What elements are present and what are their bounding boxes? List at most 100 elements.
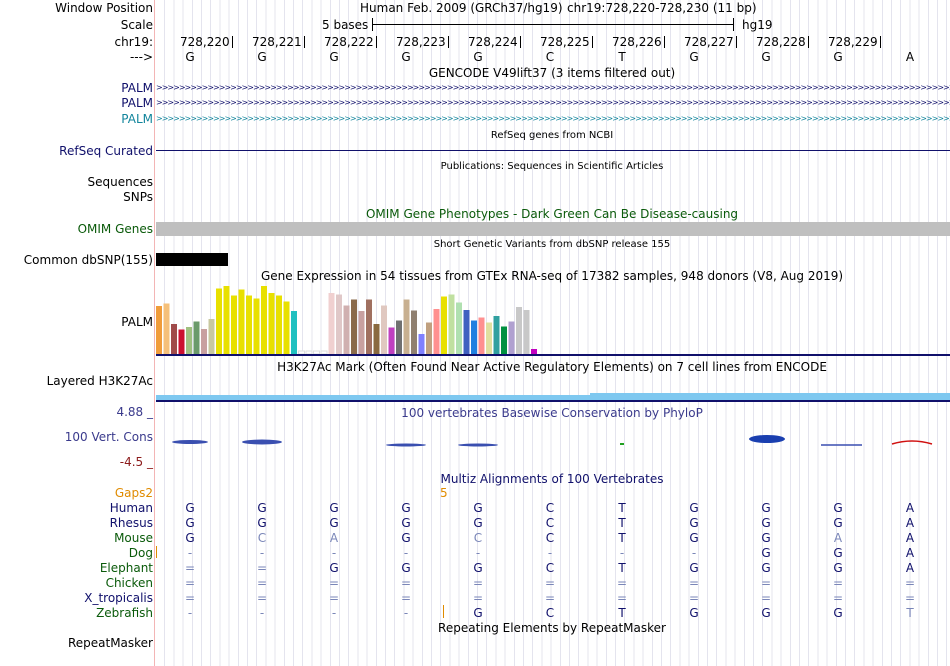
ref-base: A — [905, 50, 915, 64]
label-chrom: chr19: — [114, 35, 153, 49]
gtex-tissue-bar — [231, 295, 238, 354]
zebrafish-gap-marker — [443, 605, 444, 618]
aligned-base: G — [473, 606, 483, 620]
label-sequences[interactable]: Sequences — [87, 175, 153, 189]
aligned-base: A — [329, 531, 339, 545]
label-palm-2[interactable]: PALM — [121, 96, 153, 110]
ref-base: G — [185, 50, 195, 64]
aligned-base: T — [618, 501, 626, 515]
label-window-position: Window Position — [55, 1, 153, 15]
aligned-base: T — [618, 531, 626, 545]
gtex-tissue-bar — [448, 294, 455, 354]
refseq-title: RefSeq genes from NCBI — [490, 130, 614, 141]
multiz-title: Multiz Alignments of 100 Vertebrates — [440, 472, 664, 486]
aligned-base: - — [331, 606, 337, 620]
label-gaps[interactable]: Gaps2 — [114, 486, 153, 500]
scale-text: 5 bases — [322, 18, 369, 32]
aligned-base: = — [616, 576, 628, 590]
phylop-mark — [891, 440, 933, 445]
aligned-base: G — [833, 501, 843, 515]
gtex-tissue-bar — [186, 326, 193, 354]
species-label[interactable]: X_tropicalis — [84, 591, 153, 605]
aligned-base: G — [401, 516, 411, 530]
label-omim[interactable]: OMIM Genes — [77, 222, 153, 236]
species-label[interactable]: Human — [109, 501, 153, 515]
aligned-base: G — [761, 606, 771, 620]
gtex-tissue-bar — [305, 350, 313, 355]
label-h3k27ac[interactable]: Layered H3K27Ac — [46, 374, 153, 388]
species-label[interactable]: Elephant — [99, 561, 153, 575]
species-label[interactable]: Mouse — [114, 531, 153, 545]
aligned-base: C — [545, 531, 555, 545]
label-conservation[interactable]: 100 Vert. Cons — [64, 430, 153, 444]
phylop-mark — [172, 440, 208, 444]
ref-base: G — [689, 50, 699, 64]
species-label[interactable]: Chicken — [105, 576, 153, 590]
label-strand: ---> — [129, 50, 153, 64]
aligned-base: = — [544, 576, 556, 590]
label-snps[interactable]: SNPs — [123, 190, 153, 204]
gtex-tissue-bar — [261, 286, 268, 354]
aligned-base: = — [328, 576, 340, 590]
species-label[interactable]: Rhesus — [109, 516, 153, 530]
repeatmasker-title: Repeating Elements by RepeatMasker — [438, 621, 666, 635]
aligned-base: G — [833, 561, 843, 575]
aligned-base: G — [257, 501, 267, 515]
label-repeatmasker[interactable]: RepeatMasker — [67, 636, 153, 650]
h3k27ac-signal-left[interactable] — [156, 395, 590, 400]
phylop-mark — [242, 439, 282, 445]
gtex-expression-chart[interactable] — [156, 285, 950, 357]
ref-base: G — [473, 50, 483, 64]
dbsnp-variant[interactable] — [156, 253, 228, 266]
aligned-base: = — [904, 576, 916, 590]
gencode-title: GENCODE V49lift37 (3 items filtered out) — [428, 66, 676, 80]
gtex-tissue-bar — [456, 302, 463, 354]
phylop-mark — [458, 443, 498, 447]
aligned-base: - — [475, 546, 481, 560]
ruler-position: 728,228 — [756, 35, 809, 49]
aligned-base: = — [616, 591, 628, 605]
aligned-base: = — [832, 591, 844, 605]
ruler-position: 728,227 — [684, 35, 737, 49]
aligned-base: = — [760, 591, 772, 605]
label-refseq[interactable]: RefSeq Curated — [59, 144, 153, 158]
gene-palm-3[interactable]: >>>>>>>>>>>>>>>>>>>>>>>>>>>>>>>>>>>>>>>>… — [156, 115, 950, 123]
aligned-base: = — [184, 591, 196, 605]
ruler-position: 728,224 — [468, 35, 521, 49]
aligned-base: A — [905, 561, 915, 575]
gene-palm-2[interactable]: >>>>>>>>>>>>>>>>>>>>>>>>>>>>>>>>>>>>>>>>… — [156, 99, 950, 107]
gtex-tissue-bar — [283, 301, 290, 354]
gtex-tissue-bar — [366, 299, 373, 354]
aligned-base: G — [185, 516, 195, 530]
label-palm-1[interactable]: PALM — [121, 81, 153, 95]
label-gtex-palm[interactable]: PALM — [121, 315, 153, 329]
label-dbsnp[interactable]: Common dbSNP(155) — [23, 253, 153, 267]
species-label[interactable]: Zebrafish — [96, 606, 153, 620]
aligned-base: - — [403, 606, 409, 620]
gtex-tissue-bar — [478, 317, 485, 354]
refseq-gene-line[interactable] — [156, 150, 950, 151]
phylop-min-label: -4.5 _ — [119, 455, 153, 469]
aligned-base: G — [401, 531, 411, 545]
gtex-tissue-bar — [156, 305, 163, 354]
aligned-base: A — [905, 501, 915, 515]
omim-bar[interactable] — [156, 222, 950, 236]
gtex-tissue-bar — [358, 311, 365, 354]
gtex-tissue-bar — [328, 292, 335, 354]
species-label[interactable]: Dog — [128, 546, 153, 560]
aligned-base: G — [689, 606, 699, 620]
gene-palm-1[interactable]: >>>>>>>>>>>>>>>>>>>>>>>>>>>>>>>>>>>>>>>>… — [156, 84, 950, 92]
aligned-base: G — [833, 516, 843, 530]
aligned-base: T — [618, 561, 626, 575]
gtex-tissue-bar — [193, 321, 200, 354]
ruler-position: 728,223 — [396, 35, 449, 49]
ref-base: G — [761, 50, 771, 64]
phylop-logo[interactable] — [156, 430, 950, 450]
gtex-tissue-bar — [426, 322, 433, 354]
ref-base: G — [401, 50, 411, 64]
aligned-base: = — [688, 576, 700, 590]
h3k27ac-signal-right[interactable] — [590, 393, 950, 400]
label-palm-3[interactable]: PALM — [121, 112, 153, 126]
gtex-tissue-bar — [208, 319, 215, 354]
